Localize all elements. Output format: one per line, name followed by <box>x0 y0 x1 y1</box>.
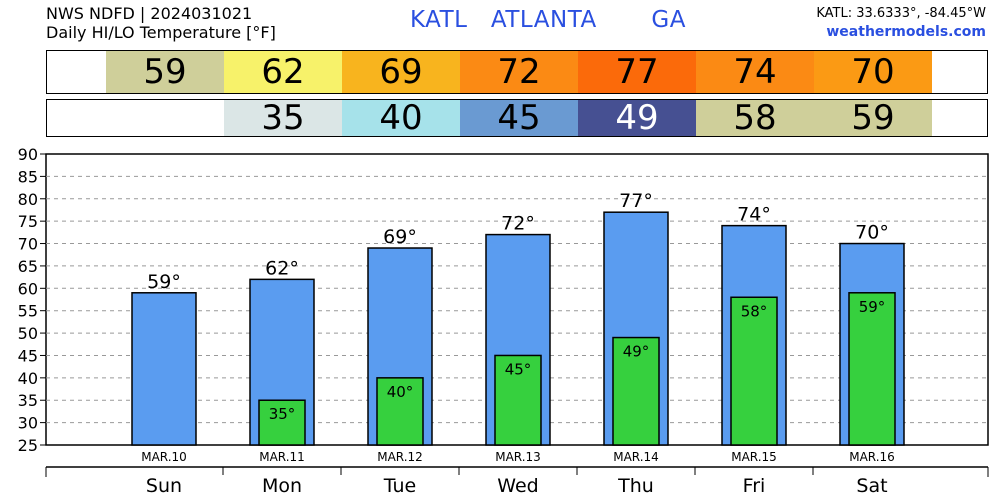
low-bar <box>258 399 306 446</box>
y-tick-label: 75 <box>18 212 38 231</box>
low-temp-cell: 59 <box>814 98 932 138</box>
y-tick-label: 55 <box>18 302 38 321</box>
date-label: MAR.16 <box>849 450 895 464</box>
temperature-bar-chart: 25 30 35 40 45 50 55 60 65 70 75 80 85 90 59° MAR.10 62°… <box>18 145 989 497</box>
low-bar <box>376 377 424 446</box>
high-bar-label: 59° <box>147 271 181 293</box>
y-tick-label: 90 <box>18 145 38 164</box>
y-tick-label: 45 <box>18 346 38 365</box>
high-temp-cell: 77 <box>578 51 696 93</box>
high-temp-cell: 70 <box>814 51 932 93</box>
low-temp-cell: 35 <box>224 98 342 138</box>
station-title: KATL ATLANTA GA <box>410 7 686 33</box>
date-label: MAR.13 <box>495 450 541 464</box>
low-temperature-strip: 35 40 45 49 58 59 <box>46 98 988 138</box>
low-bar-label: 35° <box>269 405 296 423</box>
high-bar <box>131 292 197 446</box>
day-label: Wed <box>497 475 538 497</box>
day-label: Fri <box>743 475 766 497</box>
high-temp-cell: 69 <box>342 51 460 93</box>
date-label: MAR.11 <box>259 450 305 464</box>
date-label: MAR.10 <box>141 450 187 464</box>
day-label: Sat <box>856 475 887 497</box>
high-temperature-strip: 59 62 69 72 77 74 70 <box>46 50 988 94</box>
low-temp-cell: 40 <box>342 98 460 138</box>
low-temp-cell: 49 <box>578 98 696 138</box>
high-temp-cell: 74 <box>696 51 814 93</box>
low-bar <box>494 354 542 446</box>
high-bar-label: 69° <box>383 226 417 248</box>
y-tick-label: 50 <box>18 324 38 343</box>
low-bar <box>612 336 660 446</box>
high-bar-label: 70° <box>855 222 889 244</box>
low-bar-label: 40° <box>387 383 414 401</box>
y-tick-label: 35 <box>18 391 38 410</box>
y-tick-label: 60 <box>18 279 38 298</box>
y-tick-label: 65 <box>18 257 38 276</box>
chart-header-right: KATL: 33.6333°, -84.45°W weathermodels.c… <box>816 5 986 41</box>
day-label: Thu <box>617 475 654 497</box>
y-tick-label: 80 <box>18 190 38 209</box>
y-tick-label: 40 <box>18 369 38 388</box>
low-temp-cell <box>106 100 224 136</box>
day-label: Mon <box>262 475 302 497</box>
low-temp-cell: 58 <box>696 98 814 138</box>
low-temp-cell: 45 <box>460 98 578 138</box>
variable-label: Daily HI/LO Temperature [°F] <box>46 23 276 42</box>
low-bar <box>730 296 778 446</box>
high-bar-label: 62° <box>265 257 299 279</box>
y-tick-label: 30 <box>18 414 38 433</box>
high-bar-label: 77° <box>619 190 653 212</box>
date-label: MAR.12 <box>377 450 423 464</box>
low-bar-label: 45° <box>505 360 532 378</box>
date-label: MAR.15 <box>731 450 777 464</box>
day-label: Sun <box>146 475 182 497</box>
high-bar-label: 74° <box>737 204 771 226</box>
low-bar-label: 49° <box>623 343 650 361</box>
high-temp-cell: 59 <box>106 51 224 93</box>
y-tick-label: 70 <box>18 235 38 254</box>
low-bar <box>848 292 896 446</box>
day-label: Tue <box>383 475 416 497</box>
y-tick-label: 25 <box>18 436 38 455</box>
high-temp-cell: 62 <box>224 51 342 93</box>
site-link[interactable]: weathermodels.com <box>826 24 986 40</box>
low-bar-label: 58° <box>741 302 768 320</box>
y-tick-label: 85 <box>18 167 38 186</box>
station-coordinates: KATL: 33.6333°, -84.45°W <box>816 6 986 21</box>
chart-header-left: NWS NDFD | 2024031021 Daily HI/LO Temper… <box>46 4 276 42</box>
low-bar-label: 59° <box>859 298 886 316</box>
source-label: NWS NDFD | 2024031021 <box>46 4 253 23</box>
high-temp-cell: 72 <box>460 51 578 93</box>
high-bar-label: 72° <box>501 213 535 235</box>
date-label: MAR.14 <box>613 450 659 464</box>
